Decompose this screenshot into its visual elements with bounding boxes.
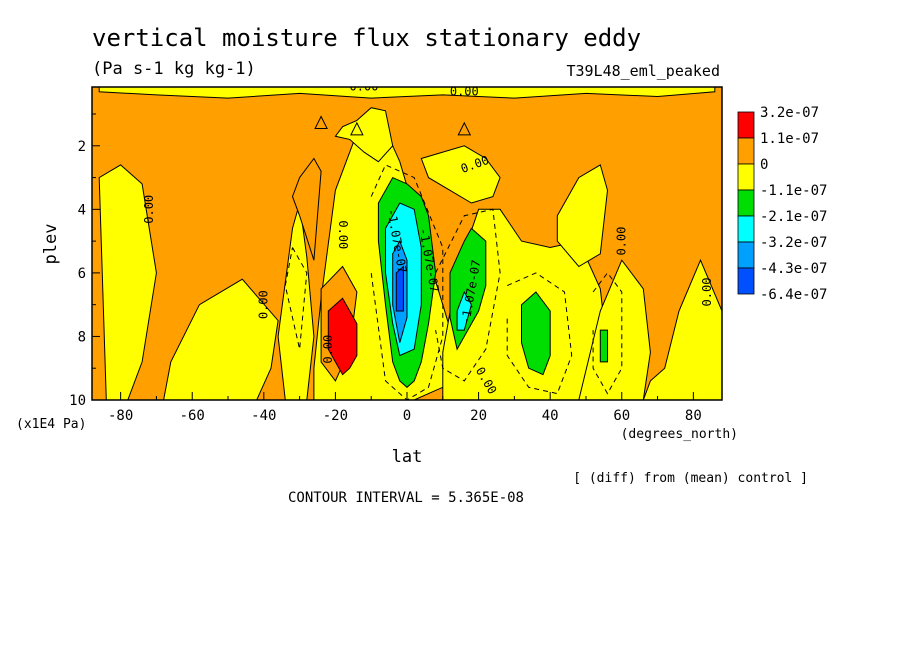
contour-label: 0.00 xyxy=(700,278,714,307)
colorbar-label: -4.3e-07 xyxy=(760,261,827,277)
x-axis: -80 -60 -40 -20 0 20 40 60 80 xyxy=(108,392,702,424)
colorbar-label: 0 xyxy=(760,157,768,173)
negative-contour-lines xyxy=(284,164,623,400)
x-tick-label: -80 xyxy=(108,408,133,424)
contour-label: 0.00 xyxy=(142,195,156,224)
contour-region-yellow xyxy=(556,164,609,268)
x-tick-label: 40 xyxy=(542,408,559,424)
x-tick-label: 0 xyxy=(403,408,411,424)
contour-label: 0.00 xyxy=(321,335,335,364)
contour-region-yellow xyxy=(420,145,501,204)
triangle-marker xyxy=(350,121,364,136)
contour-region-yellow xyxy=(98,164,157,400)
triangle-marker xyxy=(314,115,328,129)
contour-region-yellow xyxy=(163,278,279,400)
x-tick-label: 80 xyxy=(685,408,702,424)
contour-region-green xyxy=(599,329,608,363)
x-axis-label: lat xyxy=(392,447,423,467)
y-axis-units: (x1E4 Pa) xyxy=(16,417,86,432)
colorbar-label: -2.1e-07 xyxy=(760,209,827,225)
contour-region-yellow xyxy=(277,202,315,400)
y-axis: 2 4 6 8 10 xyxy=(69,113,100,409)
y-tick-label: 6 xyxy=(78,266,86,282)
contour-label: 0.00 xyxy=(336,220,350,249)
colorbar-label: 1.1e-07 xyxy=(760,131,819,147)
contour-interval: CONTOUR INTERVAL = 5.365E-08 xyxy=(288,490,524,506)
x-tick-label: -20 xyxy=(323,408,348,424)
contour-region-cyan xyxy=(456,290,472,331)
contour-region-green xyxy=(521,291,551,376)
y-axis-label: plev xyxy=(41,224,61,265)
x-tick-label: 60 xyxy=(613,408,630,424)
experiment-label: T39L48_eml_peaked xyxy=(566,62,720,80)
y-tick-label: 8 xyxy=(78,329,86,345)
colorbar-swatch xyxy=(737,215,755,243)
x-tick-label: -40 xyxy=(251,408,276,424)
colorbar-swatch xyxy=(737,189,755,217)
triangle-markers xyxy=(314,115,472,136)
colorbar-legend: 3.2e-07 1.1e-07 0 -1.1e-07 -2.1e-07 -3.2e-07 -… xyxy=(737,105,827,303)
colorbar-label: -1.1e-07 xyxy=(760,183,827,199)
diff-note: [ (diff) from (mean) control ] xyxy=(573,471,808,486)
contour-label: 0.00 xyxy=(450,84,479,98)
y-tick-label: 10 xyxy=(69,393,86,409)
chart-units: (Pa s-1 kg kg-1) xyxy=(92,59,256,79)
colorbar-swatch xyxy=(737,163,755,191)
x-tick-label: -60 xyxy=(180,408,205,424)
contour-label: 0.00 xyxy=(614,227,628,256)
negative-contour-line xyxy=(370,164,444,400)
contour-region-red xyxy=(327,297,358,376)
chart-title: vertical moisture flux stationary eddy xyxy=(92,24,641,52)
colorbar-label: -3.2e-07 xyxy=(760,235,827,251)
triangle-marker xyxy=(457,121,472,136)
contour-region-orange xyxy=(291,157,322,261)
negative-contour-line xyxy=(506,272,573,395)
colorbar-swatch xyxy=(737,267,755,295)
colorbar-swatch xyxy=(737,137,755,165)
colorbar-swatch xyxy=(737,111,755,139)
y-tick-label: 4 xyxy=(78,202,86,218)
colorbar-label: -6.4e-07 xyxy=(760,287,827,303)
contour-region-yellow xyxy=(334,107,394,163)
contour-region-blue2 xyxy=(395,265,404,312)
plot-area: 0.000.000.000.000.00 0.000.000.000.000.00… xyxy=(91,80,723,401)
colorbar-swatch xyxy=(737,241,755,269)
y-tick-label: 2 xyxy=(78,139,86,155)
x-tick-label: 20 xyxy=(470,408,487,424)
contour-region-yellow xyxy=(578,259,651,400)
negative-contour-line xyxy=(592,272,623,395)
x-axis-units: (degrees_north) xyxy=(621,427,738,442)
contour-label: 0.00 xyxy=(350,80,379,94)
contour-label: 0.00 xyxy=(256,290,270,319)
contour-region-yellow xyxy=(98,87,716,99)
negative-contour-line xyxy=(284,247,308,350)
contour-region-yellow xyxy=(642,258,722,400)
colorbar-label: 3.2e-07 xyxy=(760,105,819,121)
